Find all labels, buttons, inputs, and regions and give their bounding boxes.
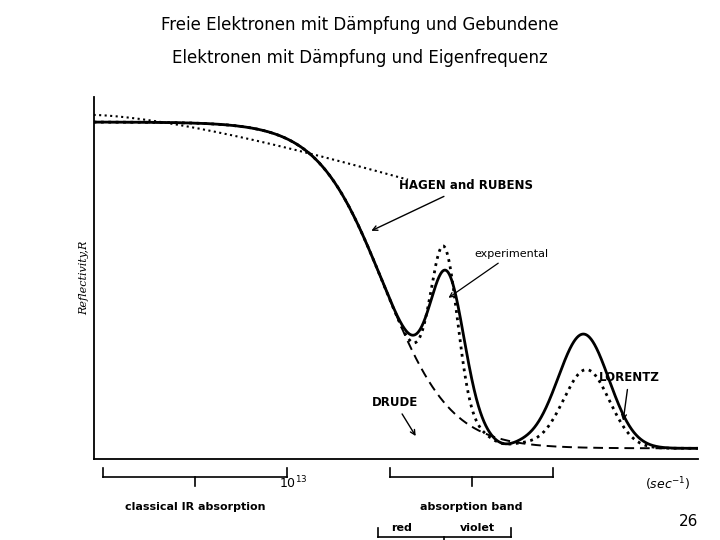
Text: classical IR absorption: classical IR absorption — [125, 502, 265, 511]
Text: LORENTZ: LORENTZ — [598, 371, 660, 419]
Text: Elektronen mit Dämpfung und Eigenfrequenz: Elektronen mit Dämpfung und Eigenfrequen… — [172, 49, 548, 66]
Text: Freie Elektronen mit Dämpfung und Gebundene: Freie Elektronen mit Dämpfung und Gebund… — [161, 16, 559, 34]
Text: $(sec^{-1})$: $(sec^{-1})$ — [645, 475, 691, 492]
Text: violet: violet — [460, 523, 495, 533]
Text: 26: 26 — [679, 514, 698, 529]
Y-axis label: Reflectivity,R: Reflectivity,R — [79, 241, 89, 315]
Text: HAGEN and RUBENS: HAGEN and RUBENS — [373, 179, 533, 230]
Text: red: red — [392, 523, 413, 533]
Text: experimental: experimental — [449, 249, 549, 297]
Text: DRUDE: DRUDE — [372, 396, 418, 435]
Text: absorption band: absorption band — [420, 502, 523, 511]
Text: $10^{13}$: $10^{13}$ — [279, 475, 307, 491]
